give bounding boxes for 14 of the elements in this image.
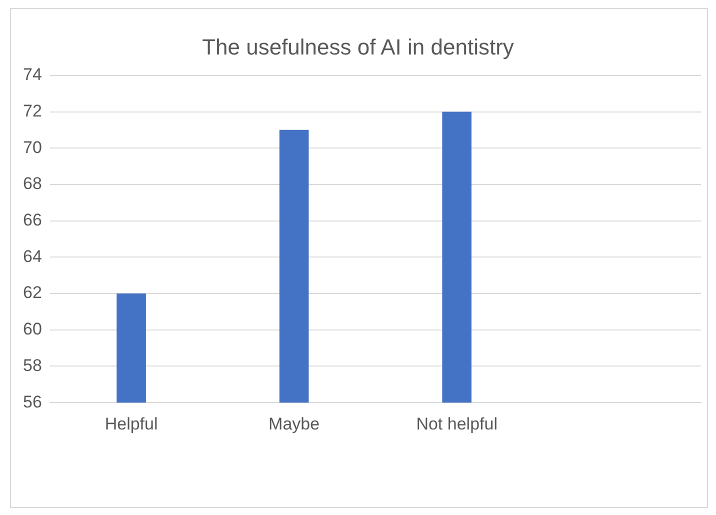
y-tick-label: 66 xyxy=(22,210,42,230)
x-tick-label: Maybe xyxy=(268,414,320,434)
y-tick-label: 64 xyxy=(22,246,42,266)
y-tick-label: 72 xyxy=(22,101,42,120)
y-tick-label: 62 xyxy=(22,283,42,302)
y-tick-label: 74 xyxy=(22,65,42,84)
y-tick-label: 60 xyxy=(22,320,42,339)
y-tick-label: 68 xyxy=(22,174,42,194)
y-tick-label: 70 xyxy=(22,138,42,157)
y-tick-label: 56 xyxy=(22,392,42,412)
x-tick-label: Not helpful xyxy=(416,414,498,434)
y-tick-label: 58 xyxy=(22,356,42,375)
chart-title: The usefulness of AI in dentistry xyxy=(202,34,514,60)
x-tick-label: Helpful xyxy=(104,414,158,434)
